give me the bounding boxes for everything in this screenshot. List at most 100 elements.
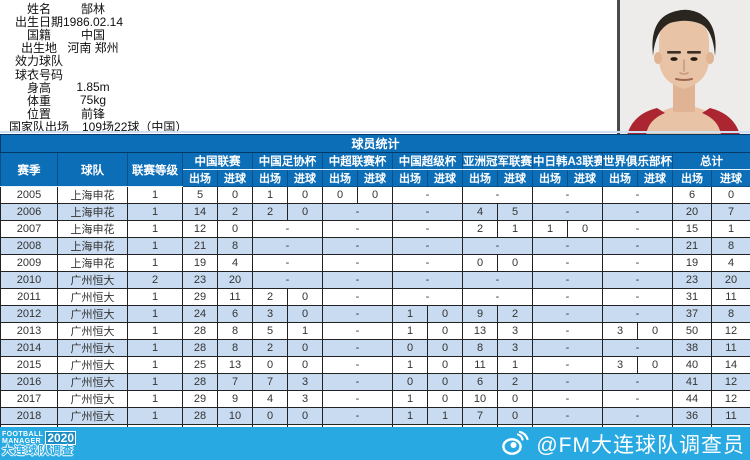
goals-cell: 7 [710,203,750,221]
goals-cell: 2 [497,373,533,391]
info-row: 效力球队 [0,54,300,69]
goals-cell: 8 [710,305,750,323]
goals-cell: 0 [427,390,463,408]
sub-column-appearances: 出场 [602,169,638,187]
league-level-cell: 2 [127,271,183,289]
appearances-cell: 19 [182,254,218,272]
season-cell: 2005 [0,186,58,204]
appearances-cell: 38 [672,339,712,357]
league-level-cell: 1 [127,407,183,425]
weibo-credit: @FM大连球队调查员 [501,429,750,459]
goals-cell: 0 [357,186,393,204]
fm-logo-line1: FOOTBALL [2,430,44,438]
appearances-cell: 9 [462,305,498,323]
footer-bar: FOOTBALL MANAGER 2020 大连球队调查 @FM大连球队调查员 [0,427,750,460]
appearances-cell: 0 [252,407,288,425]
info-label: 国家队出场 [8,119,69,134]
appearances-cell: 44 [672,390,712,408]
column-league-level: 联赛等级 [127,152,183,187]
league-level-cell: 1 [127,390,183,408]
empty-cell: - [252,271,323,289]
season-cell: 2006 [0,203,58,221]
goals-cell: 0 [287,203,323,221]
column-team: 球队 [57,152,128,187]
season-row: 2015 广州恒大 1 25 13 0 0-1 0 11 1-3 0 40 14 [0,356,750,374]
empty-cell: - [392,220,463,238]
fm-logo-subtitle: 大连球队调查 [2,444,74,457]
goals-cell: 0 [637,322,673,340]
league-level-cell: 1 [127,339,183,357]
column-group: 世界俱乐部杯 [602,152,673,170]
empty-cell: - [392,254,463,272]
sub-column-appearances: 出场 [532,169,568,187]
empty-cell: - [602,203,673,221]
empty-cell: - [602,254,673,272]
appearances-cell: 24 [182,305,218,323]
appearances-cell: 25 [182,356,218,374]
empty-cell: - [322,373,393,391]
season-row: 2017 广州恒大 1 29 9 4 3-1 0 10 0- -44 12 [0,390,750,408]
appearances-cell: 29 [182,288,218,306]
empty-cell: - [532,407,603,425]
info-row: 出生日期 1986.02.14 [0,15,300,30]
info-value: 河南 郑州 [67,41,119,56]
team-cell: 上海申花 [57,220,128,238]
column-group: 中超联赛杯 [322,152,393,170]
empty-cell: - [532,305,603,323]
goals-cell: 5 [497,203,533,221]
goals-cell: 4 [217,254,253,272]
appearances-cell: 41 [672,373,712,391]
goals-cell: 11 [710,339,750,357]
goals-cell: 0 [427,356,463,374]
appearances-cell: 29 [182,390,218,408]
appearances-cell: 2 [252,203,288,221]
empty-cell: - [602,271,673,289]
league-level-cell: 1 [127,356,183,374]
info-label: 体重 [26,93,51,108]
appearances-cell: 0 [462,254,498,272]
appearances-cell: 21 [672,237,712,255]
empty-cell: - [602,288,673,306]
season-cell: 2011 [0,288,58,306]
goals-cell: 12 [710,390,750,408]
goals-cell: 14 [710,356,750,374]
empty-cell: - [322,254,393,272]
appearances-cell: 37 [672,305,712,323]
sub-column-goals: 进球 [567,169,603,187]
sub-column-appearances: 出场 [672,169,712,187]
info-label: 效力球队 [14,54,63,69]
fm-logo: FOOTBALL MANAGER 2020 大连球队调查 [0,430,77,457]
appearances-cell: 31 [672,288,712,306]
goals-cell: 1 [287,322,323,340]
info-label: 出生日期 [14,15,63,30]
season-row: 2013 广州恒大 1 28 8 5 1-1 0 13 3-3 0 50 12 [0,322,750,340]
appearances-cell: 1 [392,407,428,425]
empty-cell: - [322,288,393,306]
league-level-cell: 1 [127,322,183,340]
appearances-cell: 6 [672,186,712,204]
season-cell: 2014 [0,339,58,357]
empty-cell: - [602,186,673,204]
column-group: 中日韩A3联赛 [532,152,603,170]
goals-cell: 9 [217,390,253,408]
team-cell: 上海申花 [57,203,128,221]
league-level-cell: 1 [127,288,183,306]
season-row: 2005 上海申花 1 5 0 1 0 0 0- - - -6 0 [0,186,750,204]
empty-cell: - [532,373,603,391]
team-cell: 广州恒大 [57,373,128,391]
empty-cell: - [252,254,323,272]
season-cell: 2012 [0,305,58,323]
info-row: 身高 1.85m [0,80,300,95]
column-group: 中国联赛 [182,152,253,170]
goals-cell: 13 [217,356,253,374]
fm-logo-line2: MANAGER [2,437,41,445]
season-row: 2009 上海申花 1 19 4- - -0 0- -19 4 [0,254,750,272]
sub-column-goals: 进球 [357,169,393,187]
goals-cell: 12 [710,322,750,340]
empty-cell: - [392,186,463,204]
appearances-cell: 23 [672,271,712,289]
table-title: 球员统计 [0,134,750,153]
appearances-cell: 3 [602,322,638,340]
appearances-cell: 4 [462,203,498,221]
